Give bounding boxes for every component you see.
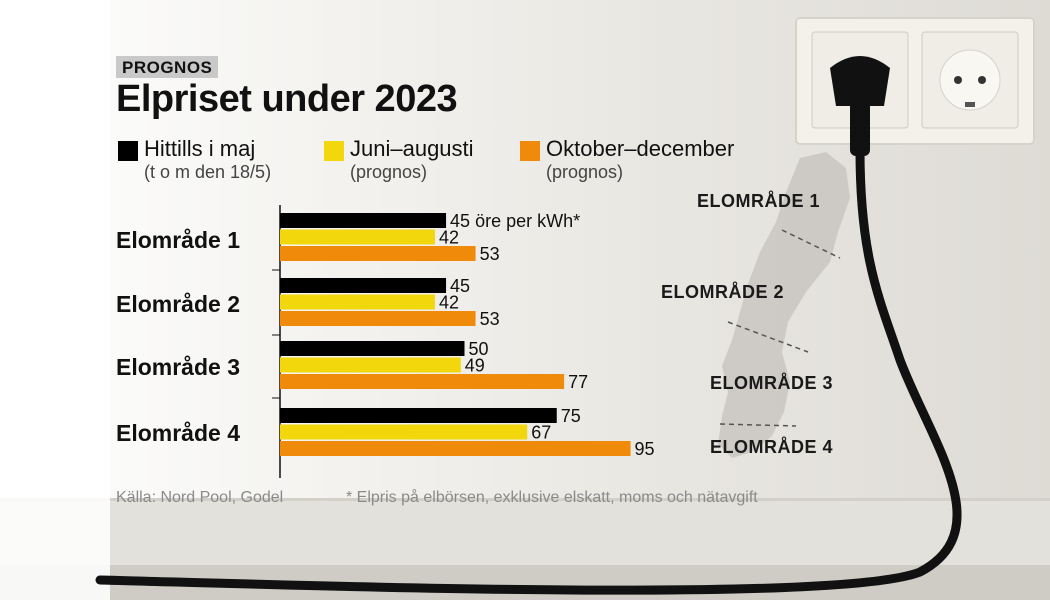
- legend-sublabel: (t o m den 18/5): [144, 162, 272, 182]
- value-label-elomrade-2-series-2: 42: [439, 293, 459, 313]
- socket-screw: [965, 102, 975, 107]
- value-label-elomrade-2-series-1: 45: [450, 276, 470, 296]
- value-label-elomrade-3-series-3: 77: [568, 372, 588, 392]
- plug-body: [830, 56, 890, 106]
- map-border-3: [719, 423, 797, 427]
- bar-elomrade-4-series-1: [280, 408, 557, 423]
- bar-elomrade-4-series-2: [280, 424, 528, 440]
- bar-elomrade-3-series-2: [280, 357, 461, 373]
- legend-sublabel: (prognos): [350, 162, 428, 182]
- value-label-elomrade-4-series-2: 67: [531, 423, 551, 443]
- sweden-map: [718, 152, 850, 458]
- footnote: * Elpris på elbörsen, exklusive elskatt,…: [346, 489, 758, 506]
- bar-elomrade-3-series-3: [280, 374, 565, 389]
- legend-swatch-black: [118, 141, 138, 161]
- category-label-elomrade-4: Elområde 4: [116, 420, 240, 446]
- kicker-label: PROGNOS: [116, 56, 219, 78]
- map-label-elomrade-4: ELOMRÅDE 4: [710, 437, 834, 457]
- bar-elomrade-2-series-2: [280, 294, 435, 310]
- map-border-1: [781, 229, 841, 259]
- value-label-elomrade-4-series-1: 75: [561, 406, 581, 426]
- bar-elomrade-4-series-3: [280, 441, 631, 456]
- value-label-elomrade-3-series-2: 49: [465, 356, 485, 376]
- category-label-elomrade-3: Elområde 3: [116, 354, 240, 380]
- bar-elomrade-1-series-2: [280, 229, 435, 245]
- legend-swatch-yellow: [324, 141, 344, 161]
- power-cable: [95, 145, 962, 595]
- map-label-elomrade-2: ELOMRÅDE 2: [661, 282, 785, 302]
- bar-elomrade-1-series-1: [280, 213, 447, 228]
- value-label-elomrade-2-series-3: 53: [480, 309, 500, 329]
- map-label-elomrade-3: ELOMRÅDE 3: [710, 373, 834, 393]
- category-label-elomrade-2: Elområde 2: [116, 291, 240, 317]
- bar-elomrade-3-series-1: [280, 341, 465, 356]
- legend-label: Hittills i maj: [144, 136, 256, 161]
- legend-sublabel: (prognos): [546, 162, 624, 182]
- socket-hole-left: [954, 76, 962, 84]
- baseboard-edge: [0, 498, 1050, 501]
- legend-swatch-orange: [520, 141, 540, 161]
- value-label-elomrade-1-series-3: 53: [480, 244, 500, 264]
- bar-elomrade-2-series-1: [280, 278, 447, 293]
- socket-hole-right: [978, 76, 986, 84]
- value-label-elomrade-3-series-1: 50: [469, 339, 489, 359]
- value-label-elomrade-4-series-3: 95: [635, 439, 655, 459]
- bar-elomrade-1-series-3: [280, 246, 476, 261]
- category-label-elomrade-1: Elområde 1: [116, 227, 240, 253]
- left-fade: [0, 0, 110, 600]
- legend-label: Juni–augusti: [350, 136, 474, 161]
- map-label-elomrade-1: ELOMRÅDE 1: [697, 191, 821, 211]
- value-label-elomrade-1-series-1: 45 öre per kWh*: [450, 211, 580, 231]
- chart-title: Elpriset under 2023: [116, 78, 458, 120]
- source-note: Källa: Nord Pool, Godel: [116, 489, 284, 506]
- bar-elomrade-2-series-3: [280, 311, 476, 326]
- plug-neck: [850, 100, 870, 156]
- value-label-elomrade-1-series-2: 42: [439, 228, 459, 248]
- legend-label: Oktober–december: [546, 136, 735, 161]
- socket-right-face: [939, 49, 1001, 111]
